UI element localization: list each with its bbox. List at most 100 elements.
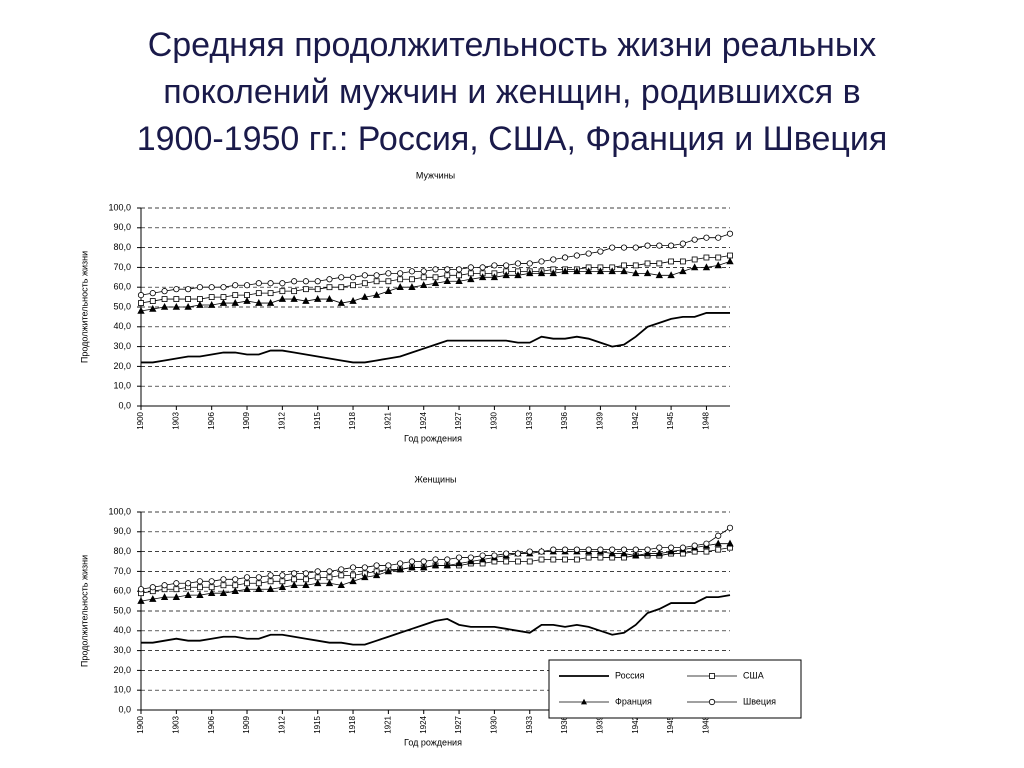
point bbox=[585, 250, 592, 257]
point bbox=[138, 300, 144, 306]
point bbox=[196, 300, 204, 308]
point bbox=[243, 282, 251, 289]
point bbox=[644, 260, 651, 267]
point bbox=[432, 274, 439, 281]
point bbox=[267, 572, 274, 579]
point bbox=[372, 571, 381, 579]
point bbox=[597, 554, 604, 561]
x-tick-label: 1933 bbox=[525, 411, 534, 429]
point bbox=[243, 574, 251, 581]
y-tick-label: 40,0 bbox=[113, 625, 131, 635]
point bbox=[161, 296, 168, 302]
point bbox=[137, 306, 145, 314]
point bbox=[266, 298, 275, 306]
point bbox=[538, 258, 545, 265]
point bbox=[172, 593, 181, 600]
point bbox=[173, 580, 180, 587]
legend-symbol bbox=[581, 698, 587, 705]
point bbox=[726, 539, 734, 547]
y-tick-label: 40,0 bbox=[113, 321, 131, 331]
slide-title: Средняя продолжительность жизни реальных bbox=[148, 26, 877, 64]
point bbox=[279, 288, 286, 295]
x-tick-label: 1939 bbox=[596, 411, 605, 429]
point bbox=[455, 266, 463, 273]
point bbox=[232, 576, 239, 583]
point bbox=[584, 267, 593, 275]
point bbox=[279, 572, 286, 579]
point bbox=[715, 254, 722, 261]
x-tick-label: 1915 bbox=[313, 411, 322, 429]
point bbox=[302, 278, 310, 285]
point bbox=[632, 244, 639, 251]
x-tick-label: 1900 bbox=[136, 715, 145, 733]
point bbox=[538, 556, 545, 563]
point bbox=[349, 577, 357, 585]
point bbox=[278, 583, 287, 591]
point bbox=[208, 578, 215, 585]
point bbox=[655, 271, 663, 279]
point bbox=[303, 576, 309, 583]
chart-title: Женщины bbox=[414, 474, 456, 484]
point bbox=[314, 568, 321, 575]
point bbox=[267, 290, 274, 297]
point bbox=[267, 280, 274, 287]
point bbox=[408, 563, 416, 571]
slide-title: 1900-1950 гг.: Россия, США, Франция и Шв… bbox=[137, 120, 888, 158]
point bbox=[632, 551, 640, 559]
point bbox=[467, 554, 474, 561]
x-tick-label: 1918 bbox=[348, 715, 357, 733]
point bbox=[443, 277, 451, 285]
point bbox=[726, 257, 734, 265]
point bbox=[385, 562, 392, 569]
point bbox=[173, 286, 180, 293]
point bbox=[726, 230, 734, 237]
point bbox=[703, 254, 710, 261]
x-axis-label: Год рождения bbox=[404, 433, 462, 443]
point bbox=[644, 546, 651, 553]
point bbox=[361, 293, 369, 300]
point bbox=[149, 595, 157, 602]
point bbox=[291, 288, 298, 295]
point bbox=[314, 574, 321, 581]
point bbox=[397, 270, 404, 277]
point bbox=[338, 284, 345, 291]
legend-label: США bbox=[743, 670, 764, 680]
point bbox=[255, 298, 263, 306]
point bbox=[609, 244, 616, 251]
point bbox=[467, 557, 475, 565]
x-tick-label: 1912 bbox=[277, 411, 286, 429]
point bbox=[350, 572, 356, 579]
point bbox=[620, 549, 628, 557]
point bbox=[573, 556, 580, 563]
point bbox=[279, 280, 286, 287]
point bbox=[137, 292, 145, 299]
x-tick-label: 1909 bbox=[242, 411, 251, 429]
y-tick-label: 20,0 bbox=[113, 665, 131, 675]
point bbox=[691, 256, 698, 263]
point bbox=[585, 546, 592, 553]
point bbox=[255, 290, 262, 297]
y-tick-label: 90,0 bbox=[113, 526, 131, 536]
x-tick-label: 1945 bbox=[666, 411, 675, 429]
point bbox=[291, 278, 298, 285]
point bbox=[526, 269, 534, 277]
point bbox=[514, 550, 522, 557]
y-tick-label: 90,0 bbox=[113, 222, 131, 232]
x-tick-label: 1921 bbox=[383, 411, 392, 429]
point bbox=[326, 284, 333, 291]
point bbox=[456, 272, 462, 279]
point bbox=[573, 546, 580, 553]
x-tick-label: 1942 bbox=[631, 715, 640, 733]
x-tick-label: 1921 bbox=[383, 715, 392, 733]
point bbox=[502, 271, 510, 279]
point bbox=[149, 290, 156, 297]
point bbox=[291, 570, 298, 577]
point bbox=[149, 584, 156, 591]
point bbox=[561, 546, 569, 553]
point bbox=[349, 297, 357, 304]
point bbox=[384, 287, 393, 294]
point bbox=[338, 274, 345, 281]
legend-symbol bbox=[709, 673, 715, 679]
point bbox=[302, 570, 310, 577]
point bbox=[667, 547, 675, 555]
